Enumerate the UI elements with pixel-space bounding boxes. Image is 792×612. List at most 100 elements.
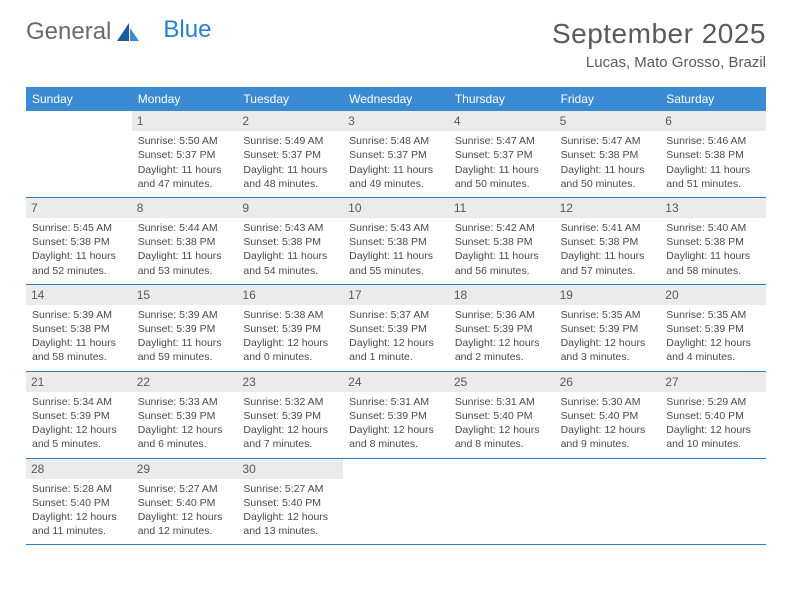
day-details: Sunrise: 5:27 AMSunset: 5:40 PMDaylight:… [138, 482, 232, 539]
day-cell: 2 Sunrise: 5:49 AMSunset: 5:37 PMDaylight… [237, 111, 343, 197]
week-row: 28Sunrise: 5:28 AMSunset: 5:40 PMDayligh… [26, 459, 766, 546]
day-cell: 4 Sunrise: 5:47 AMSunset: 5:37 PMDaylight… [449, 111, 555, 197]
day-details: Sunrise: 5:46 AMSunset: 5:38 PMDaylight:… [666, 134, 760, 191]
day-cell: 15 Sunrise: 5:39 AMSunset: 5:39 PMDayligh… [132, 285, 238, 371]
day-details: Sunrise: 5:35 AMSunset: 5:39 PMDaylight:… [666, 308, 760, 365]
day-number: 5 [555, 111, 661, 131]
day-cell: 23 Sunrise: 5:32 AMSunset: 5:39 PMDayligh… [237, 372, 343, 458]
empty-cell [26, 111, 132, 197]
weekday-header: Wednesday [343, 87, 449, 111]
day-cell: 25 Sunrise: 5:31 AMSunset: 5:40 PMDayligh… [449, 372, 555, 458]
day-number: 30 [237, 459, 343, 479]
day-details: Sunrise: 5:49 AMSunset: 5:37 PMDaylight:… [243, 134, 337, 191]
day-number: 22 [132, 372, 238, 392]
weekday-header: Friday [555, 87, 661, 111]
day-details: Sunrise: 5:43 AMSunset: 5:38 PMDaylight:… [243, 221, 337, 278]
day-details: Sunrise: 5:44 AMSunset: 5:38 PMDaylight:… [138, 221, 232, 278]
day-cell: 28Sunrise: 5:28 AMSunset: 5:40 PMDayligh… [26, 459, 132, 545]
day-number: 2 [237, 111, 343, 131]
day-details: Sunrise: 5:27 AMSunset: 5:40 PMDaylight:… [243, 482, 337, 539]
day-number: 17 [343, 285, 449, 305]
day-number: 25 [449, 372, 555, 392]
weekday-header: Tuesday [237, 87, 343, 111]
weekday-header: Saturday [660, 87, 766, 111]
weeks-container: 1 Sunrise: 5:50 AMSunset: 5:37 PMDaylight… [26, 111, 766, 545]
empty-cell [660, 459, 766, 545]
day-details: Sunrise: 5:37 AMSunset: 5:39 PMDaylight:… [349, 308, 443, 365]
day-details: Sunrise: 5:36 AMSunset: 5:39 PMDaylight:… [455, 308, 549, 365]
logo-text-blue: Blue [163, 16, 211, 44]
day-number: 18 [449, 285, 555, 305]
day-details: Sunrise: 5:39 AMSunset: 5:39 PMDaylight:… [138, 308, 232, 365]
day-number: 14 [26, 285, 132, 305]
weekday-header: Sunday [26, 87, 132, 111]
week-row: 7Sunrise: 5:45 AMSunset: 5:38 PMDaylight… [26, 198, 766, 285]
day-number: 4 [449, 111, 555, 131]
day-number: 23 [237, 372, 343, 392]
day-number: 16 [237, 285, 343, 305]
day-details: Sunrise: 5:42 AMSunset: 5:38 PMDaylight:… [455, 221, 549, 278]
weekday-header: Thursday [449, 87, 555, 111]
empty-cell [343, 459, 449, 545]
day-cell: 11Sunrise: 5:42 AMSunset: 5:38 PMDayligh… [449, 198, 555, 284]
day-cell: 29Sunrise: 5:27 AMSunset: 5:40 PMDayligh… [132, 459, 238, 545]
day-cell: 26 Sunrise: 5:30 AMSunset: 5:40 PMDayligh… [555, 372, 661, 458]
day-cell: 22 Sunrise: 5:33 AMSunset: 5:39 PMDayligh… [132, 372, 238, 458]
day-details: Sunrise: 5:29 AMSunset: 5:40 PMDaylight:… [666, 395, 760, 452]
day-cell: 21 Sunrise: 5:34 AMSunset: 5:39 PMDayligh… [26, 372, 132, 458]
day-cell: 1 Sunrise: 5:50 AMSunset: 5:37 PMDaylight… [132, 111, 238, 197]
day-number: 1 [132, 111, 238, 131]
week-row: 14 Sunrise: 5:39 AMSunset: 5:38 PMDayligh… [26, 285, 766, 372]
day-cell: 20 Sunrise: 5:35 AMSunset: 5:39 PMDayligh… [660, 285, 766, 371]
day-cell: 19 Sunrise: 5:35 AMSunset: 5:39 PMDayligh… [555, 285, 661, 371]
day-details: Sunrise: 5:43 AMSunset: 5:38 PMDaylight:… [349, 221, 443, 278]
day-number: 19 [555, 285, 661, 305]
day-details: Sunrise: 5:41 AMSunset: 5:38 PMDaylight:… [561, 221, 655, 278]
day-details: Sunrise: 5:47 AMSunset: 5:37 PMDaylight:… [455, 134, 549, 191]
month-title: September 2025 [552, 18, 766, 50]
week-row: 1 Sunrise: 5:50 AMSunset: 5:37 PMDaylight… [26, 111, 766, 198]
day-details: Sunrise: 5:39 AMSunset: 5:38 PMDaylight:… [32, 308, 126, 365]
empty-cell [555, 459, 661, 545]
logo-sail-icon [115, 21, 141, 43]
day-cell: 12Sunrise: 5:41 AMSunset: 5:38 PMDayligh… [555, 198, 661, 284]
day-details: Sunrise: 5:32 AMSunset: 5:39 PMDaylight:… [243, 395, 337, 452]
week-row: 21 Sunrise: 5:34 AMSunset: 5:39 PMDayligh… [26, 372, 766, 459]
location-text: Lucas, Mato Grosso, Brazil [552, 54, 766, 71]
day-number: 10 [343, 198, 449, 218]
day-number: 6 [660, 111, 766, 131]
day-number: 26 [555, 372, 661, 392]
day-number: 21 [26, 372, 132, 392]
day-number: 20 [660, 285, 766, 305]
day-number: 7 [26, 198, 132, 218]
day-details: Sunrise: 5:38 AMSunset: 5:39 PMDaylight:… [243, 308, 337, 365]
day-details: Sunrise: 5:31 AMSunset: 5:40 PMDaylight:… [455, 395, 549, 452]
day-number: 13 [660, 198, 766, 218]
day-cell: 24 Sunrise: 5:31 AMSunset: 5:39 PMDayligh… [343, 372, 449, 458]
day-cell: 16 Sunrise: 5:38 AMSunset: 5:39 PMDayligh… [237, 285, 343, 371]
day-details: Sunrise: 5:34 AMSunset: 5:39 PMDaylight:… [32, 395, 126, 452]
calendar: SundayMondayTuesdayWednesdayThursdayFrid… [26, 87, 766, 545]
weekday-header: Monday [132, 87, 238, 111]
day-cell: 8 Sunrise: 5:44 AMSunset: 5:38 PMDaylight… [132, 198, 238, 284]
day-details: Sunrise: 5:40 AMSunset: 5:38 PMDaylight:… [666, 221, 760, 278]
day-cell: 6 Sunrise: 5:46 AMSunset: 5:38 PMDaylight… [660, 111, 766, 197]
day-cell: 5 Sunrise: 5:47 AMSunset: 5:38 PMDaylight… [555, 111, 661, 197]
logo: General Blue [26, 18, 211, 46]
day-number: 24 [343, 372, 449, 392]
day-details: Sunrise: 5:30 AMSunset: 5:40 PMDaylight:… [561, 395, 655, 452]
day-cell: 18 Sunrise: 5:36 AMSunset: 5:39 PMDayligh… [449, 285, 555, 371]
day-cell: 3Sunrise: 5:48 AMSunset: 5:37 PMDaylight… [343, 111, 449, 197]
day-cell: 9 Sunrise: 5:43 AMSunset: 5:38 PMDaylight… [237, 198, 343, 284]
day-details: Sunrise: 5:33 AMSunset: 5:39 PMDaylight:… [138, 395, 232, 452]
day-cell: 30 Sunrise: 5:27 AMSunset: 5:40 PMDayligh… [237, 459, 343, 545]
day-details: Sunrise: 5:50 AMSunset: 5:37 PMDaylight:… [138, 134, 232, 191]
day-details: Sunrise: 5:35 AMSunset: 5:39 PMDaylight:… [561, 308, 655, 365]
day-details: Sunrise: 5:31 AMSunset: 5:39 PMDaylight:… [349, 395, 443, 452]
day-number: 9 [237, 198, 343, 218]
day-number: 15 [132, 285, 238, 305]
day-number: 8 [132, 198, 238, 218]
day-details: Sunrise: 5:47 AMSunset: 5:38 PMDaylight:… [561, 134, 655, 191]
header: General Blue September 2025 Lucas, Mato … [0, 0, 792, 79]
day-details: Sunrise: 5:28 AMSunset: 5:40 PMDaylight:… [32, 482, 126, 539]
